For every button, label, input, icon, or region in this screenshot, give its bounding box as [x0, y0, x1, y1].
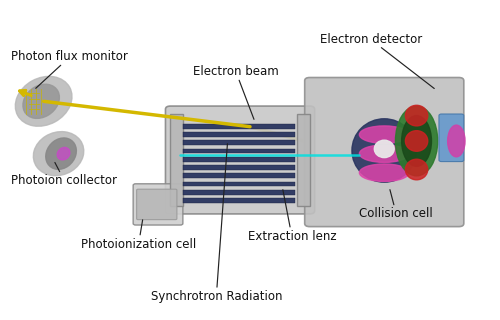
FancyBboxPatch shape: [183, 181, 295, 186]
Ellipse shape: [406, 105, 428, 126]
Text: Synchrotron Radiation: Synchrotron Radiation: [150, 144, 282, 303]
Ellipse shape: [352, 119, 416, 182]
Ellipse shape: [374, 140, 394, 158]
Ellipse shape: [406, 131, 428, 151]
FancyBboxPatch shape: [183, 124, 295, 129]
FancyBboxPatch shape: [183, 190, 295, 195]
FancyBboxPatch shape: [183, 148, 295, 153]
Ellipse shape: [360, 126, 409, 143]
FancyBboxPatch shape: [304, 77, 464, 227]
FancyBboxPatch shape: [297, 114, 310, 206]
FancyBboxPatch shape: [166, 106, 314, 214]
FancyBboxPatch shape: [136, 189, 177, 220]
Text: Photoionization cell: Photoionization cell: [81, 220, 196, 251]
FancyBboxPatch shape: [439, 114, 464, 162]
Ellipse shape: [34, 132, 84, 176]
FancyBboxPatch shape: [183, 173, 295, 178]
Ellipse shape: [360, 145, 409, 162]
Text: Photoion collector: Photoion collector: [12, 163, 118, 187]
Ellipse shape: [360, 164, 409, 181]
Text: Extraction lenz: Extraction lenz: [248, 190, 336, 243]
FancyBboxPatch shape: [183, 198, 295, 203]
Ellipse shape: [23, 84, 60, 118]
Ellipse shape: [57, 148, 70, 160]
Ellipse shape: [448, 125, 465, 157]
FancyBboxPatch shape: [183, 165, 295, 170]
Ellipse shape: [402, 116, 432, 166]
FancyBboxPatch shape: [183, 132, 295, 137]
Ellipse shape: [406, 159, 428, 180]
Ellipse shape: [16, 76, 72, 126]
FancyBboxPatch shape: [183, 157, 295, 162]
Ellipse shape: [46, 138, 76, 169]
FancyBboxPatch shape: [170, 114, 183, 206]
Ellipse shape: [396, 106, 438, 176]
Text: Photon flux monitor: Photon flux monitor: [12, 51, 128, 88]
Text: Electron beam: Electron beam: [193, 65, 278, 119]
Text: Electron detector: Electron detector: [320, 33, 434, 89]
Text: Collision cell: Collision cell: [360, 190, 433, 220]
FancyBboxPatch shape: [183, 140, 295, 145]
FancyBboxPatch shape: [133, 184, 183, 225]
